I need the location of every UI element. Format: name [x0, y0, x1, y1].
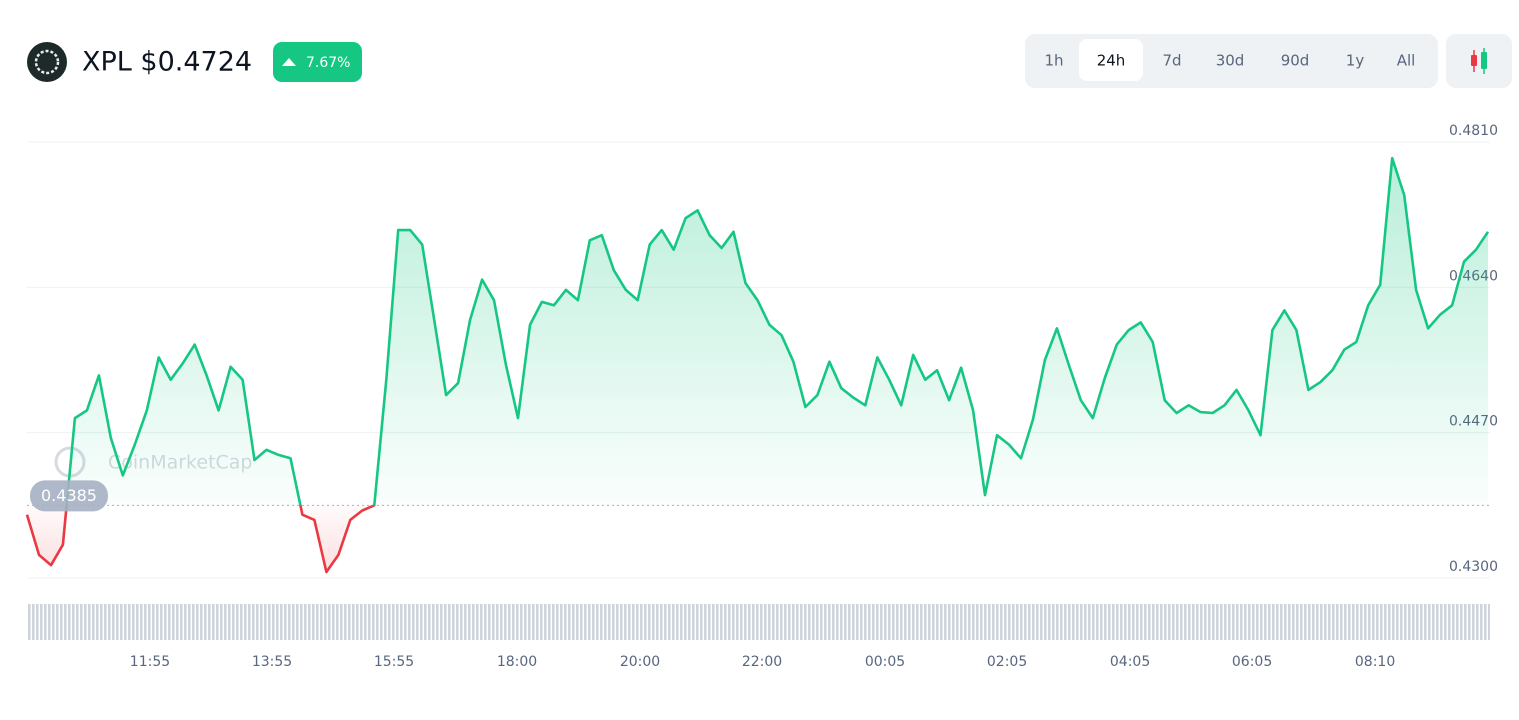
x-tick-label: 02:05 [987, 654, 1027, 670]
x-tick-label: 11:55 [130, 654, 170, 670]
candle-icon [1471, 55, 1477, 66]
x-tick-label: 06:05 [1232, 654, 1272, 670]
candle-icon [1481, 52, 1487, 69]
x-tick-label: 18:00 [497, 654, 537, 670]
tab-label[interactable]: 7d [1162, 52, 1181, 70]
tab-label[interactable]: All [1397, 52, 1416, 70]
x-tick-label: 15:55 [374, 654, 414, 670]
price-line [25, 156, 1490, 574]
tab-label[interactable]: 1y [1346, 52, 1365, 70]
x-tick-label: 08:10 [1355, 654, 1395, 670]
tabs: 1h 24h 7d 30d 90d 1y All [1044, 39, 1415, 81]
tab-label[interactable]: 90d [1281, 52, 1310, 70]
x-tick-label: 20:00 [620, 654, 660, 670]
candle-button[interactable] [1446, 34, 1512, 88]
change-badge [273, 42, 362, 82]
x-tick-label: 04:05 [1110, 654, 1150, 670]
x-tick-label: 00:05 [865, 654, 905, 670]
x-tick-label: 13:55 [252, 654, 292, 670]
tab-label[interactable]: 1h [1044, 52, 1063, 70]
token-logo-ring [34, 49, 60, 75]
baseline-label: 0.4385 [41, 486, 97, 505]
y-tick-label: 0.4300 [1449, 559, 1498, 575]
baseline-pill [30, 480, 108, 512]
up-arrow [282, 58, 296, 66]
tab-label[interactable]: 24h [1097, 52, 1126, 70]
active-tab[interactable] [1079, 39, 1143, 81]
area [27, 158, 1488, 572]
token-logo [27, 42, 67, 82]
plot: 0.48100.46400.44700.430011:5513:5515:551… [25, 123, 1498, 670]
tab-label[interactable]: 30d [1216, 52, 1245, 70]
token-title: XPL $0.4724 [82, 47, 252, 78]
volume-bars [27, 604, 1490, 640]
change-text: 7.67% [306, 55, 350, 71]
x-tick-label: 22:00 [742, 654, 782, 670]
y-tick-label: 0.4810 [1449, 123, 1498, 139]
